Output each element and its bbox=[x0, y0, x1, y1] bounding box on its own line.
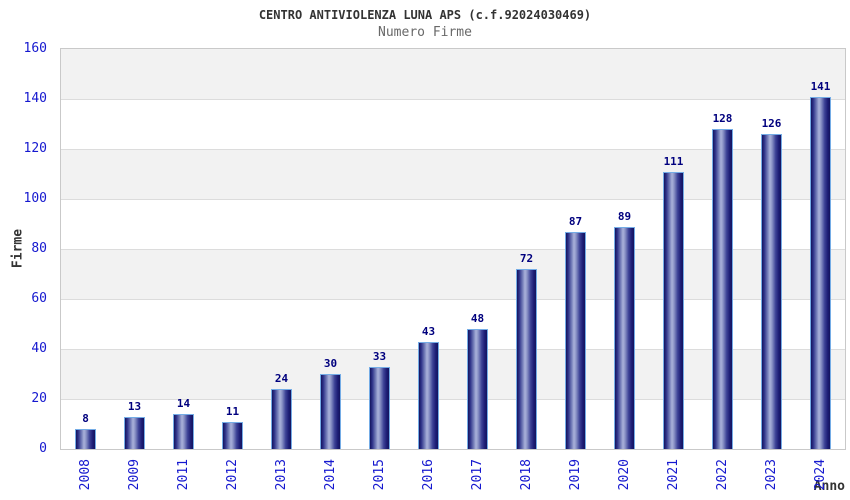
x-tick-label-text: 2016 bbox=[420, 459, 436, 491]
chart-title: CENTRO ANTIVIOLENZA LUNA APS (c.f.920240… bbox=[258, 8, 592, 22]
x-tick-label-2011: 2011 bbox=[159, 459, 208, 500]
x-tick-label-2021: 2021 bbox=[649, 459, 698, 500]
value-label-2024: 141 bbox=[810, 79, 831, 93]
x-tick-label-2015: 2015 bbox=[355, 459, 404, 500]
bar-2012 bbox=[222, 421, 243, 449]
bar-2011 bbox=[173, 414, 194, 449]
bar-2008 bbox=[75, 429, 96, 449]
x-tick-label-2012: 2012 bbox=[208, 459, 257, 500]
x-tick-label-text: 2020 bbox=[616, 459, 632, 491]
value-label-2020: 89 bbox=[617, 209, 632, 223]
x-tick-label-text: 2012 bbox=[224, 459, 240, 491]
x-tick-label-2020: 2020 bbox=[600, 459, 649, 500]
x-tick-label-text: 2024 bbox=[812, 459, 828, 491]
y-tick-label: 0 bbox=[39, 441, 47, 456]
x-tick-label-text: 2008 bbox=[77, 459, 93, 491]
value-label-2012: 11 bbox=[225, 404, 240, 418]
x-tick-label-text: 2022 bbox=[714, 459, 730, 491]
x-tick-label-2008: 2008 bbox=[61, 459, 110, 500]
y-tick-label: 40 bbox=[31, 341, 47, 356]
bar-2020 bbox=[614, 226, 635, 449]
x-tick-label-2018: 2018 bbox=[502, 459, 551, 500]
value-label-2022: 128 bbox=[712, 112, 733, 125]
bar-2023 bbox=[761, 134, 782, 449]
x-tick-label-2022: 2022 bbox=[698, 459, 747, 500]
gridline bbox=[61, 99, 845, 100]
bar-2009 bbox=[124, 416, 145, 449]
y-tick-label: 120 bbox=[23, 141, 47, 156]
x-tick-label-text: 2009 bbox=[126, 459, 142, 491]
bar-2019 bbox=[565, 231, 586, 449]
value-label-2011: 14 bbox=[176, 397, 191, 410]
gridline bbox=[61, 199, 845, 200]
value-label-2023: 126 bbox=[761, 117, 782, 130]
bar-2018 bbox=[516, 269, 537, 449]
gridline bbox=[61, 249, 845, 250]
value-label-2009: 13 bbox=[127, 399, 142, 413]
y-tick-label: 140 bbox=[23, 91, 47, 106]
x-tick-label-text: 2015 bbox=[371, 459, 387, 491]
x-tick-label-2014: 2014 bbox=[306, 459, 355, 500]
value-label-2015: 33 bbox=[372, 349, 387, 363]
x-tick-label-2019: 2019 bbox=[551, 459, 600, 500]
chart-subtitle: Numero Firme bbox=[378, 25, 472, 40]
x-tick-label-text: 2023 bbox=[763, 459, 779, 491]
bar-2014 bbox=[320, 374, 341, 449]
y-tick-label: 80 bbox=[31, 241, 47, 256]
gridline bbox=[61, 299, 845, 300]
value-label-2013: 24 bbox=[274, 372, 289, 385]
x-tick-label-2009: 2009 bbox=[110, 459, 159, 500]
bar-2022 bbox=[712, 129, 733, 449]
x-tick-label-text: 2014 bbox=[322, 459, 338, 491]
x-tick-label-text: 2021 bbox=[665, 459, 681, 491]
bar-2015 bbox=[369, 366, 390, 449]
value-label-2021: 111 bbox=[663, 154, 684, 168]
value-label-2008: 8 bbox=[82, 412, 89, 425]
bar-2017 bbox=[467, 329, 488, 449]
y-tick-label: 20 bbox=[31, 391, 47, 406]
x-tick-label-2017: 2017 bbox=[453, 459, 502, 500]
value-label-2016: 43 bbox=[421, 324, 436, 338]
value-label-2018: 72 bbox=[519, 252, 534, 265]
bar-2013 bbox=[271, 389, 292, 449]
gridline bbox=[61, 399, 845, 400]
value-label-2019: 87 bbox=[568, 214, 583, 228]
gridline bbox=[61, 349, 845, 350]
x-tick-label-text: 2018 bbox=[518, 459, 534, 491]
gridline bbox=[61, 149, 845, 150]
x-tick-label-text: 2019 bbox=[567, 459, 583, 491]
y-tick-label: 160 bbox=[23, 41, 47, 56]
bar-2016 bbox=[418, 341, 439, 449]
x-axis-title: Anno bbox=[813, 479, 845, 494]
plot-area bbox=[60, 48, 846, 450]
value-label-2017: 48 bbox=[470, 312, 485, 325]
x-tick-label-text: 2011 bbox=[175, 459, 191, 491]
value-label-2014: 30 bbox=[323, 357, 338, 370]
x-tick-label-2016: 2016 bbox=[404, 459, 453, 500]
bar-2021 bbox=[663, 171, 684, 449]
x-tick-label-text: 2013 bbox=[273, 459, 289, 491]
x-tick-label-text: 2017 bbox=[469, 459, 485, 491]
y-tick-label: 60 bbox=[31, 291, 47, 306]
bar-2024 bbox=[810, 96, 831, 449]
y-tick-label: 100 bbox=[23, 191, 47, 206]
x-tick-label-2023: 2023 bbox=[747, 459, 796, 500]
x-tick-label-2013: 2013 bbox=[257, 459, 306, 500]
x-tick-label-2024: 2024 bbox=[796, 459, 845, 500]
